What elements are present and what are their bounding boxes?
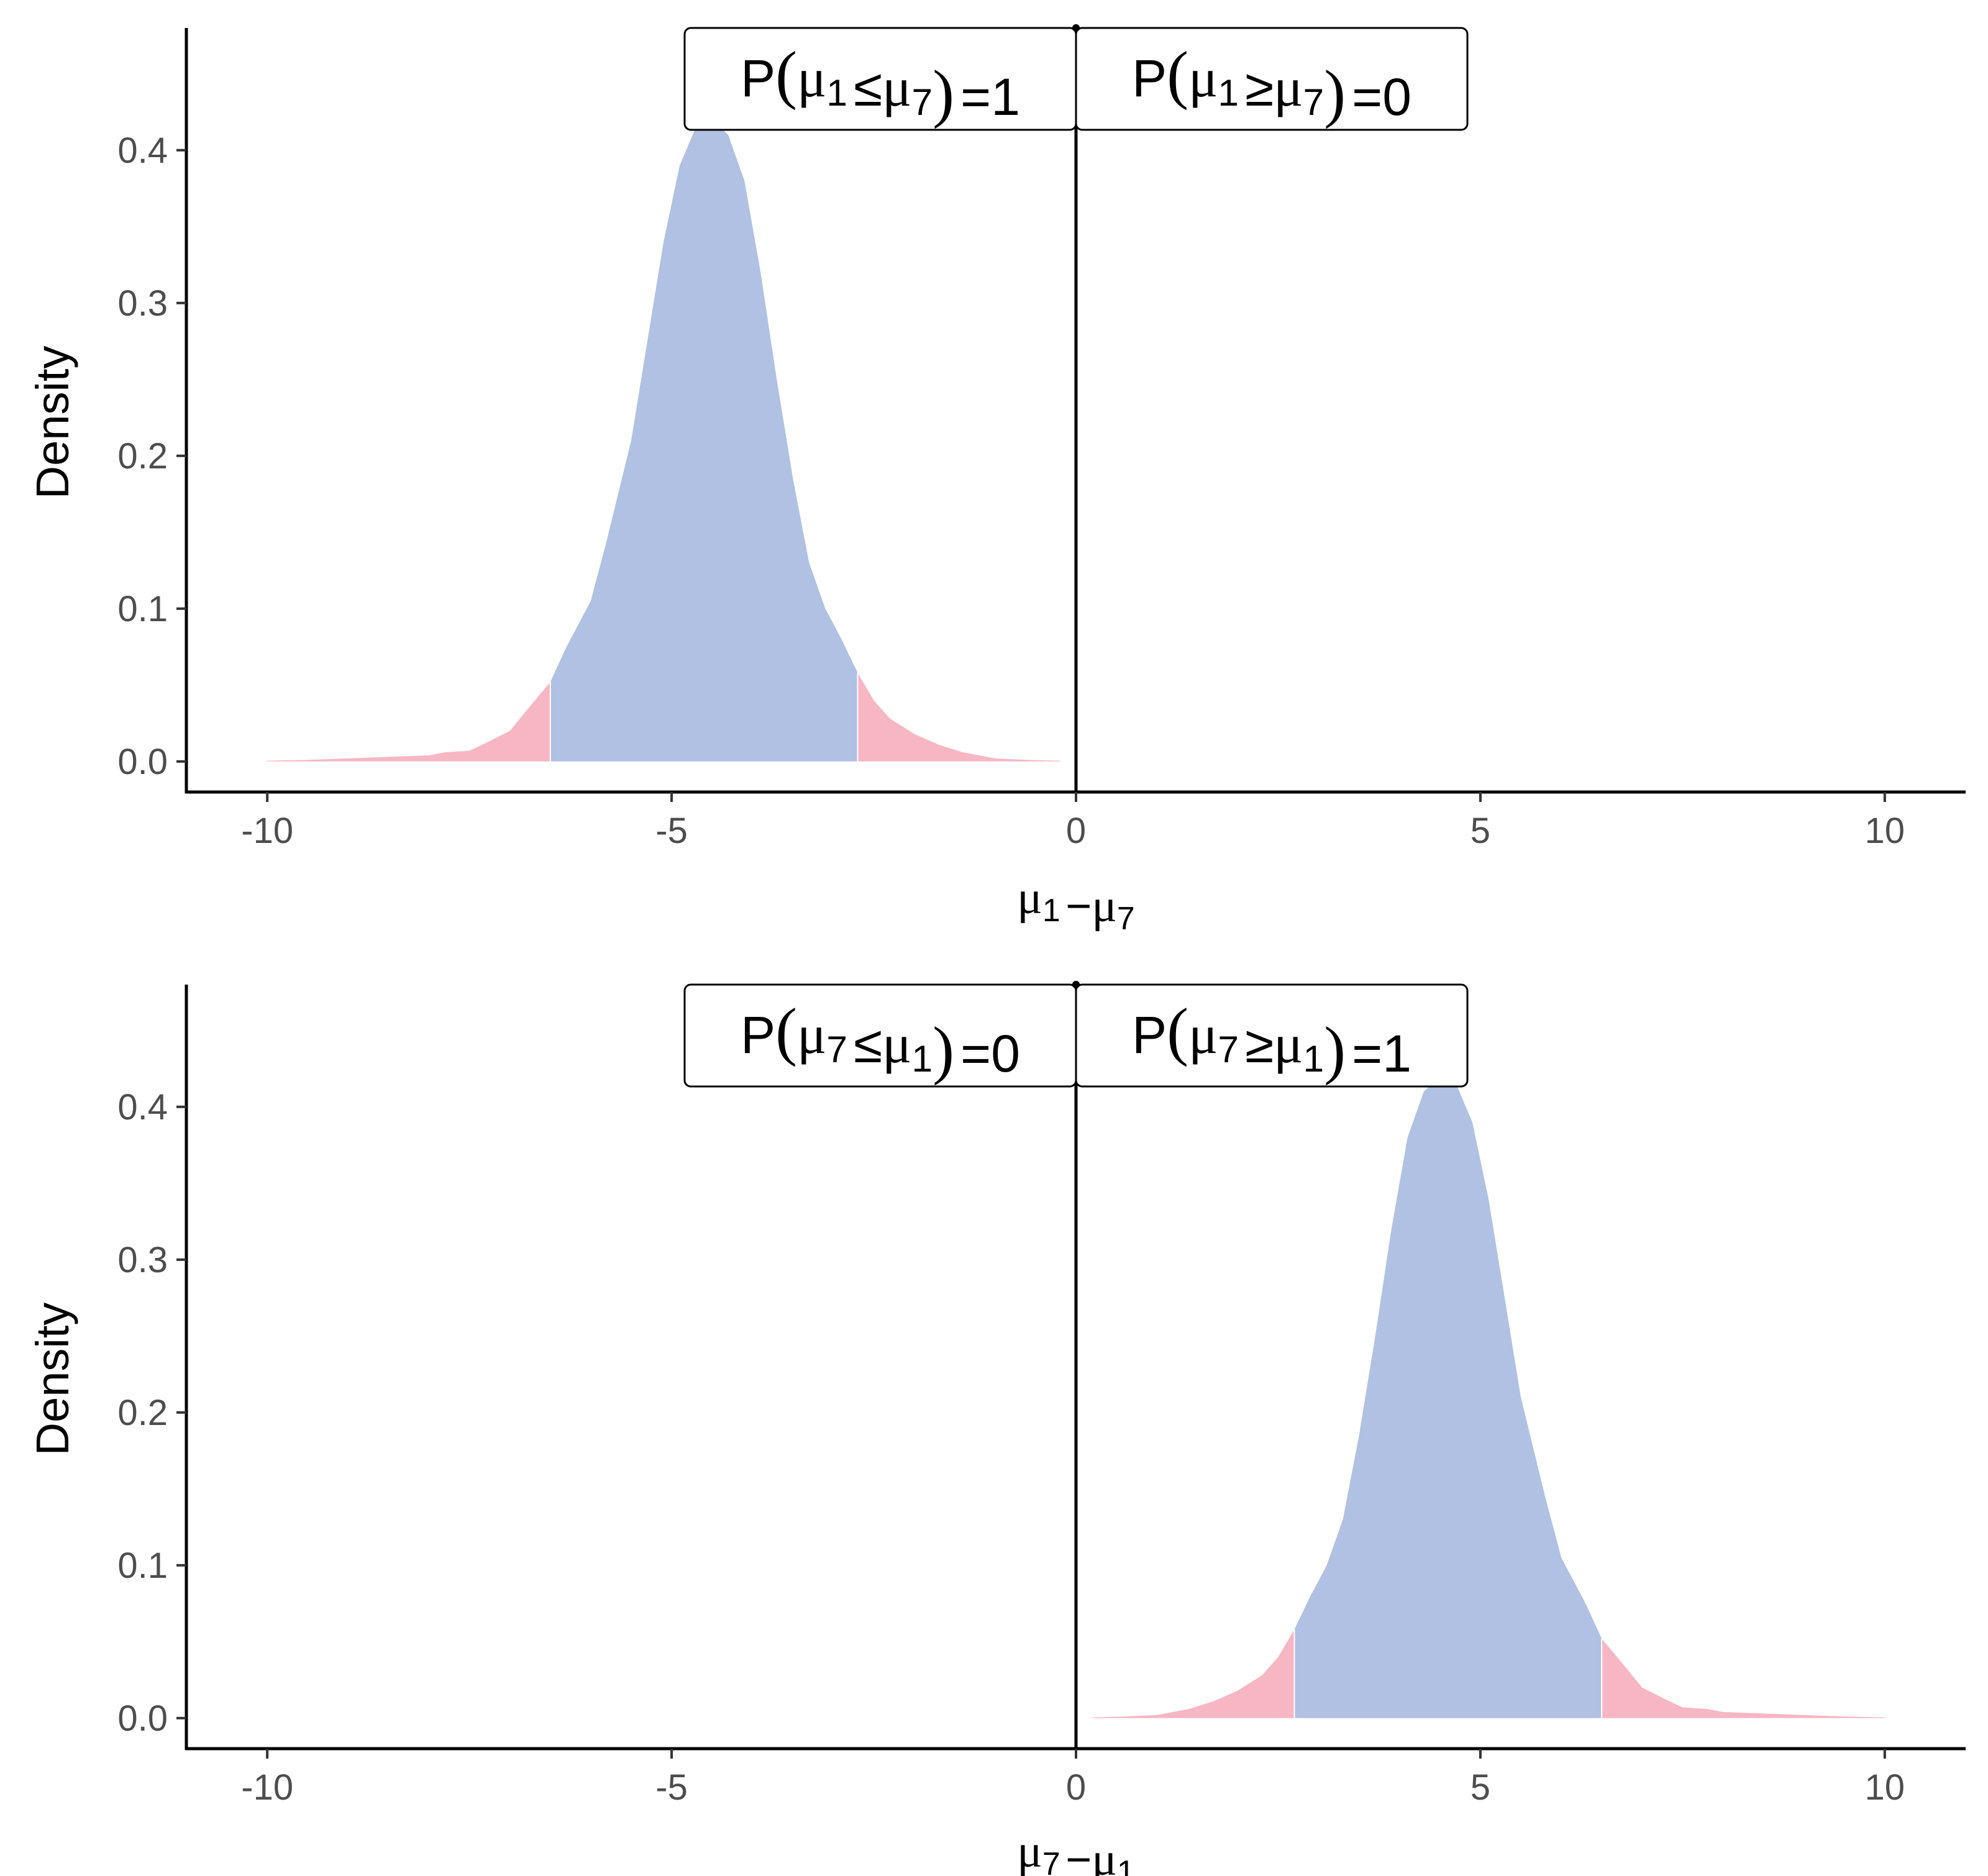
- probability-label: P(μ1 ≤μ7) =1: [741, 38, 1020, 129]
- probability-label-box: [1075, 983, 1469, 1088]
- probability-label-box: [1075, 27, 1469, 131]
- probability-label: P(μ7 ≤μ1) =0: [741, 995, 1020, 1086]
- y-tick-label: 0.2: [117, 1393, 168, 1433]
- density-interval: [550, 119, 858, 762]
- y-tick-label: 0.0: [117, 1698, 168, 1739]
- x-tick-label: 10: [1865, 811, 1905, 851]
- y-tick-label: 0.4: [117, 1087, 168, 1127]
- x-axis-title: μ1 −μ7: [1017, 872, 1134, 936]
- probability-label: P(μ1 ≥μ7) =0: [1132, 38, 1411, 129]
- x-tick-label: 0: [1066, 1767, 1086, 1808]
- density-tail-right: [857, 673, 1060, 762]
- x-tick-label: 10: [1865, 1767, 1905, 1808]
- x-tick-label: -10: [241, 1767, 293, 1808]
- x-tick-label: -5: [655, 1767, 688, 1808]
- probability-label: P(μ7 ≥μ1) =1: [1132, 995, 1411, 1086]
- x-tick-label: -10: [241, 811, 293, 851]
- density-tail-left: [1092, 1629, 1295, 1718]
- y-tick-label: 0.2: [117, 436, 168, 476]
- y-axis-title: Density: [27, 1303, 78, 1456]
- panel-bottom: -10 -5 0 5 10 0.0 0.1 0.2 0.3 0.4 Density μ7 −μ1 P(μ7…: [27, 981, 1966, 1876]
- x-tick-label: 5: [1470, 1767, 1490, 1808]
- density-interval: [1294, 1076, 1602, 1718]
- label-anchor-point: [1072, 24, 1080, 32]
- y-tick-label: 0.0: [117, 742, 168, 782]
- y-tick-label: 0.3: [117, 283, 168, 324]
- density-tail-left: [267, 681, 550, 762]
- y-axis-title: Density: [27, 346, 78, 499]
- y-tick-label: 0.3: [117, 1240, 168, 1280]
- x-tick-label: -5: [655, 811, 688, 851]
- x-axis-title: μ7 −μ1: [1017, 1826, 1134, 1876]
- y-tick-label: 0.4: [117, 130, 168, 171]
- x-tick-label: 0: [1066, 811, 1086, 851]
- density-tail-right: [1602, 1638, 1885, 1718]
- panel-top: -10 -5 0 5 10 0.0 0.1 0.2 0.3 0.4 Density μ1 −μ7 P(μ1…: [27, 24, 1966, 936]
- y-tick-label: 0.1: [117, 589, 168, 629]
- x-tick-label: 5: [1470, 811, 1490, 851]
- label-anchor-point: [1072, 981, 1080, 988]
- y-tick-label: 0.1: [117, 1546, 168, 1586]
